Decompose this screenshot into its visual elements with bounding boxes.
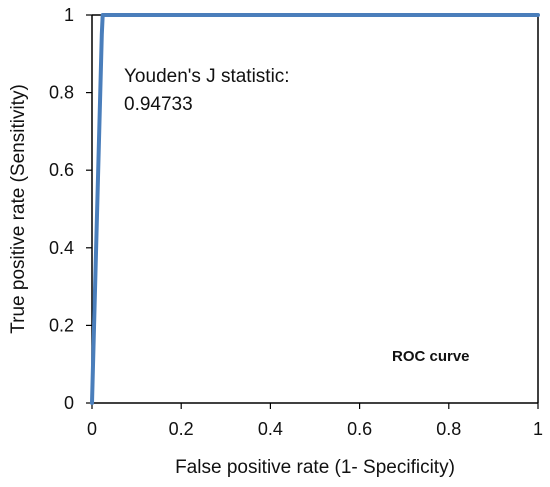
roc-curve-line xyxy=(90,13,540,405)
x-tick-label: 0.2 xyxy=(169,419,194,439)
legend-label-roc-curve: ROC curve xyxy=(392,348,470,365)
youden-annotation-label: Youden's J statistic: xyxy=(124,66,290,87)
youden-annotation-value: 0.94733 xyxy=(124,94,193,115)
y-tick-label: 0.8 xyxy=(49,83,74,103)
y-tick-label: 0.4 xyxy=(49,238,74,258)
y-ticks: 0 0.2 0.4 0.6 0.8 1 xyxy=(49,5,92,413)
x-tick-label: 0.6 xyxy=(347,419,372,439)
x-tick-label: 1 xyxy=(533,419,543,439)
y-tick-label: 0.6 xyxy=(49,160,74,180)
y-tick-label: 0.2 xyxy=(49,315,74,335)
y-tick-label: 0 xyxy=(64,393,74,413)
y-axis-title: True positive rate (Sensitivity) xyxy=(8,84,29,334)
series-layer xyxy=(90,13,540,405)
x-ticks: 0 0.2 0.4 0.6 0.8 1 xyxy=(87,403,543,439)
x-tick-label: 0.8 xyxy=(436,419,461,439)
x-tick-label: 0 xyxy=(87,419,97,439)
x-tick-label: 0.4 xyxy=(258,419,283,439)
x-axis-title: False positive rate (1- Specificity) xyxy=(175,457,455,478)
y-tick-label: 1 xyxy=(64,5,74,25)
